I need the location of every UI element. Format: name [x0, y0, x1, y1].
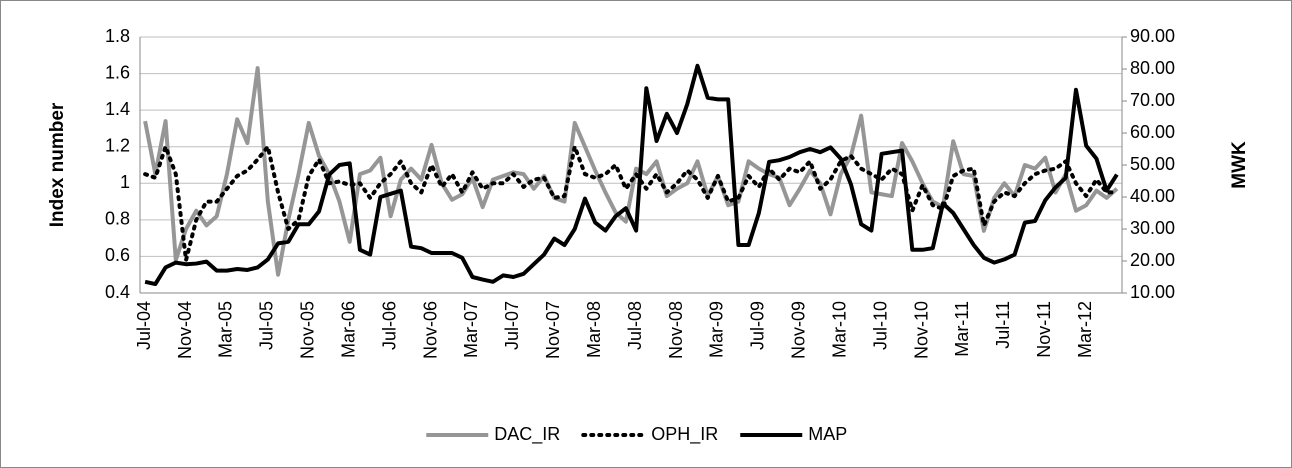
x-tick-label: Mar-07 [461, 301, 481, 358]
x-tick-label: Nov-11 [1034, 301, 1054, 358]
x-tick-label: Nov-06 [420, 301, 440, 359]
x-tick-label: Jul-06 [379, 301, 399, 350]
y2-tick-label: 90.00 [1130, 26, 1175, 46]
x-tick-label: Nov-07 [543, 301, 563, 359]
x-tick-label: Jul-07 [502, 301, 522, 350]
y-tick-label: 0.6 [105, 245, 130, 265]
y-tick-label: 0.8 [105, 209, 130, 229]
y2-tick-label: 10.00 [1130, 282, 1175, 302]
x-tick-label: Nov-09 [789, 301, 809, 359]
y2-tick-label: 60.00 [1130, 122, 1175, 142]
x-tick-label: Jul-08 [625, 301, 645, 350]
x-tick-label: Mar-08 [584, 301, 604, 358]
x-tick-label: Mar-12 [1075, 301, 1095, 358]
x-tick-label: Nov-04 [175, 301, 195, 359]
y-tick-label: 1.4 [105, 99, 130, 119]
series-line [143, 66, 1119, 277]
legend-label: MAP [808, 424, 847, 444]
x-tick-label: Jul-09 [748, 301, 768, 350]
x-tick-label: Nov-08 [666, 301, 686, 359]
y2-tick-label: 80.00 [1130, 58, 1175, 78]
x-tick-label: Jul-11 [993, 301, 1013, 349]
y-tick-label: 1.8 [105, 26, 130, 46]
x-tick-label: Mar-06 [338, 301, 358, 358]
x-tick-label: Mar-10 [829, 301, 849, 358]
y2-tick-label: 30.00 [1130, 218, 1175, 238]
y2-tick-label: 40.00 [1130, 186, 1175, 206]
y2-tick-label: 50.00 [1130, 154, 1175, 174]
legend-label: OPH_IR [651, 424, 718, 445]
series-line [143, 144, 1119, 263]
y2-axis-title: MWK [1229, 141, 1250, 189]
x-tick-label: Jul-10 [870, 301, 890, 350]
y2-tick-label: 20.00 [1130, 250, 1175, 270]
y-tick-label: 0.4 [105, 282, 130, 302]
y-tick-label: 1.2 [105, 135, 130, 155]
x-tick-label: Mar-09 [707, 301, 727, 358]
series-line [144, 63, 1119, 287]
y-tick-label: 1 [120, 172, 130, 192]
x-tick-label: Jul-05 [257, 301, 277, 350]
y-axis-title: Index number [47, 102, 68, 227]
legend-label: DAC_IR [494, 424, 560, 445]
x-tick-label: Mar-05 [216, 301, 236, 358]
x-tick-label: Mar-11 [952, 301, 972, 357]
x-tick-label: Nov-05 [298, 301, 318, 359]
x-tick-label: Jul-04 [134, 301, 154, 350]
y-tick-label: 1.6 [105, 62, 130, 82]
x-tick-label: Nov-10 [911, 301, 931, 359]
y2-tick-label: 70.00 [1130, 90, 1175, 110]
